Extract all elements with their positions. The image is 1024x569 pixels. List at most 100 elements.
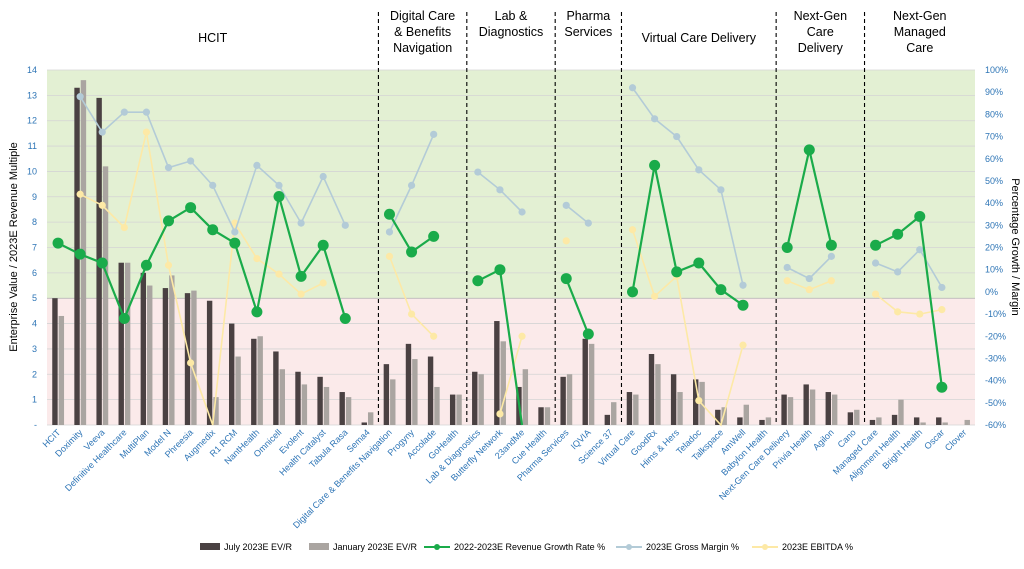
data-point <box>472 275 484 287</box>
data-point <box>649 159 661 171</box>
data-point <box>319 172 327 181</box>
series-line <box>565 204 589 224</box>
bar <box>390 379 396 425</box>
data-point <box>142 128 151 136</box>
legend-label: 2023E EBITDA % <box>782 542 853 552</box>
data-point <box>295 270 307 282</box>
data-point <box>582 328 594 340</box>
data-point <box>825 239 837 251</box>
data-point <box>651 115 659 123</box>
bar <box>317 376 323 425</box>
data-point <box>385 252 394 260</box>
data-point <box>892 228 904 240</box>
bar <box>847 412 854 425</box>
bar <box>582 338 588 425</box>
data-point <box>936 381 948 393</box>
bar <box>472 371 478 425</box>
y-left-tick-label: 5 <box>32 293 37 303</box>
series-line <box>57 196 347 322</box>
y-right-tick-label: 80% <box>985 109 1003 119</box>
bar <box>831 394 838 425</box>
category-label: Oscar <box>922 427 946 451</box>
data-point <box>783 263 791 272</box>
y-right-tick-label: 20% <box>985 243 1003 253</box>
data-point <box>297 219 305 227</box>
bar <box>721 407 727 425</box>
bar <box>206 300 213 425</box>
bar <box>102 166 109 425</box>
data-point <box>96 257 108 269</box>
data-point <box>120 223 128 232</box>
data-point <box>695 166 703 174</box>
data-point <box>671 266 683 278</box>
data-point <box>187 157 195 165</box>
data-point <box>319 279 327 287</box>
bar <box>869 419 876 425</box>
legend: July 2023E EV/R January 2023E EV/R 2022-20… <box>200 542 853 552</box>
y-right-tick-label: -60% <box>985 420 1006 430</box>
bar <box>588 343 595 425</box>
legend-label: 2022-2023E Revenue Growth Rate % <box>454 542 605 552</box>
data-point <box>871 259 880 267</box>
data-point <box>894 308 902 316</box>
category-label: Clover <box>943 427 968 452</box>
y-right-tick-label: 70% <box>985 132 1003 142</box>
group-label: Next-Gen Care Delivery <box>794 9 848 55</box>
data-point <box>187 359 195 367</box>
y-left-tick-label: 8 <box>32 217 37 227</box>
bar <box>52 298 58 425</box>
bar <box>781 394 787 425</box>
data-point <box>562 237 570 245</box>
bar <box>765 417 772 425</box>
data-point <box>739 341 747 349</box>
category-label: Agilon <box>811 427 836 452</box>
data-point <box>717 186 725 194</box>
bar <box>257 336 263 425</box>
bar <box>544 407 551 425</box>
y-right-tick-label: 90% <box>985 87 1003 97</box>
data-point <box>870 239 882 251</box>
series-line <box>875 248 943 288</box>
data-point <box>98 128 106 136</box>
y-axis-right-title: Percentage Growth / Margin <box>1009 178 1021 316</box>
bar <box>118 262 124 425</box>
bar <box>891 414 898 425</box>
data-point <box>496 410 504 418</box>
data-point <box>142 108 151 116</box>
bar <box>670 374 677 425</box>
bar <box>500 341 506 425</box>
bar <box>715 409 721 425</box>
data-point <box>164 261 173 269</box>
y-right-tick-label: 10% <box>985 265 1003 275</box>
group-label: Virtual Care Delivery <box>642 31 757 45</box>
bar <box>538 407 544 425</box>
bar <box>323 386 330 425</box>
data-point <box>164 164 173 172</box>
legend-label: July 2023E EV/R <box>224 542 293 552</box>
data-point <box>163 215 175 227</box>
data-point <box>385 228 394 236</box>
bar <box>213 397 219 425</box>
legend-label: January 2023E EV/R <box>333 542 418 552</box>
bar <box>522 369 529 425</box>
data-point <box>916 246 924 254</box>
data-point <box>693 257 705 269</box>
bar <box>803 384 809 425</box>
bar <box>434 386 440 425</box>
data-point <box>783 277 791 285</box>
bar <box>560 376 566 425</box>
data-point <box>938 306 946 314</box>
y-right-tick-label: 40% <box>985 198 1003 208</box>
bar <box>345 397 352 425</box>
bar <box>964 419 970 425</box>
data-point <box>562 201 570 209</box>
data-point <box>916 310 924 318</box>
data-point <box>52 237 64 249</box>
data-point <box>383 208 395 220</box>
bar <box>427 356 434 425</box>
series-line <box>565 278 590 335</box>
series-line <box>631 229 744 427</box>
data-point <box>938 283 946 292</box>
y-right-tick-label: -20% <box>985 331 1006 341</box>
